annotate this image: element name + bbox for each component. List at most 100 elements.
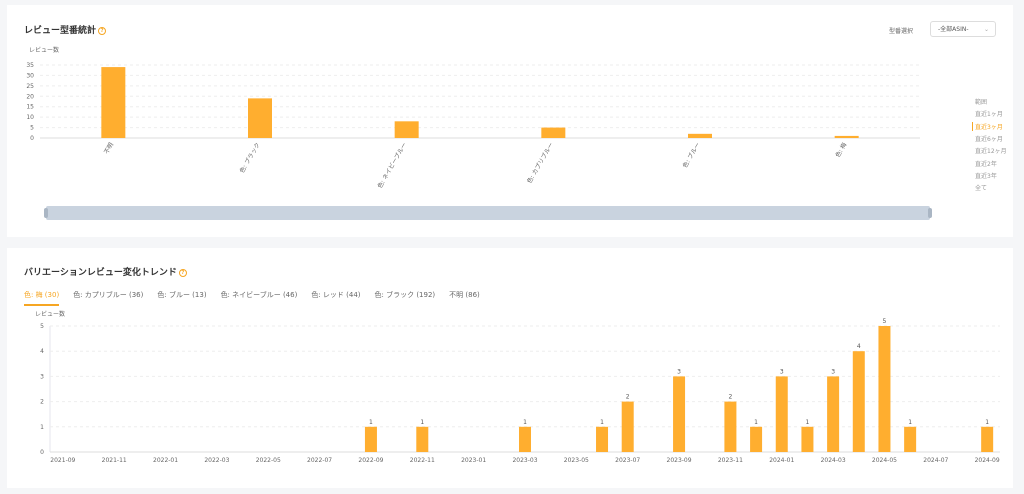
x-tick-label: 色: ブラック	[238, 141, 262, 174]
range-option[interactable]: 全て	[975, 185, 988, 193]
x-tick-label: 2023-03	[512, 457, 537, 464]
range-option[interactable]: 直近3年	[975, 172, 997, 180]
y-tick-label: 1	[40, 424, 44, 431]
slider-handle-left	[44, 208, 48, 218]
bar	[801, 426, 814, 452]
x-tick-label: 2022-03	[204, 457, 229, 464]
y-tick-label: 35	[26, 62, 34, 69]
bar	[904, 426, 917, 452]
y-tick-label: 20	[26, 93, 34, 100]
y-axis-label: レビュー数	[29, 46, 59, 54]
y-tick-label: 4	[40, 348, 44, 355]
bar	[724, 401, 737, 452]
x-tick-label: 不明	[103, 142, 115, 156]
variation-tab[interactable]: 色: カプリブルー (36)	[73, 291, 144, 299]
bar	[852, 351, 865, 452]
x-tick-label: 2023-07	[615, 457, 640, 464]
data-label: 1	[908, 419, 912, 426]
x-tick-label: 2022-09	[358, 457, 383, 464]
x-tick-label: 2024-05	[872, 457, 897, 464]
x-tick-label: 2021-11	[102, 457, 127, 464]
question-circle-icon[interactable]: ?	[98, 26, 107, 35]
variation-tab[interactable]: 不明 (86)	[449, 291, 480, 299]
data-label: 2	[728, 394, 732, 401]
x-tick-label: 2022-07	[307, 457, 332, 464]
y-tick-label: 25	[26, 83, 34, 90]
range-option[interactable]: 直近3ヶ月	[972, 121, 1003, 131]
title-text: バリエーションレビュー変化トレンド	[24, 268, 177, 278]
range-option[interactable]: 直近12ヶ月	[975, 148, 1007, 156]
data-label: 1	[600, 419, 604, 426]
y-tick-label: 5	[40, 323, 44, 330]
zoom-slider	[46, 206, 930, 220]
x-tick-label: 2023-09	[667, 457, 692, 464]
y-tick-label: 2	[40, 399, 44, 406]
variation-tabs: 色: 梅 (30) 色: カプリブルー (36) 色: ブルー (13) 色: ネイビ…	[24, 290, 480, 306]
variation-tab[interactable]: 色: ブルー (13)	[157, 291, 207, 299]
model-stats-card: レビュー型番統計? 型番選択 -全部ASIN- ⌄ 範囲直近1ヶ月直近3ヶ月直近6…	[7, 5, 1013, 237]
x-tick-label: 2021-09	[50, 457, 75, 464]
trend-bar-chart: レビュー数 0 1 2 3 4 5 2021-09 2021-11 2022-01 2022-03 2…	[35, 310, 1000, 464]
data-label: 1	[420, 419, 424, 426]
bar	[364, 426, 377, 452]
variation-tab[interactable]: 色: レッド (44)	[311, 291, 361, 299]
range-option[interactable]: 直近1ヶ月	[975, 111, 1003, 119]
y-tick-label: 5	[30, 125, 34, 132]
data-label: 4	[857, 343, 861, 350]
bar	[248, 98, 272, 138]
bar	[541, 127, 566, 138]
x-tick-label: 色: 梅	[834, 141, 849, 159]
trend-title: バリエーションレビュー変化トレンド?	[24, 265, 187, 278]
bar	[834, 135, 859, 138]
x-tick-label: 2023-05	[564, 457, 589, 464]
y-tick-label: 0	[30, 135, 34, 142]
data-label: 5	[883, 318, 887, 325]
title-text: レビュー型番統計	[24, 26, 97, 36]
x-tick-label: 2022-05	[256, 457, 281, 464]
x-tick-label: 2024-01	[769, 457, 794, 464]
x-tick-label: 2024-03	[821, 457, 846, 464]
y-tick-label: 3	[40, 373, 44, 380]
y-axis-label: レビュー数	[35, 310, 65, 318]
data-label: 1	[985, 419, 989, 426]
range-option[interactable]: 直近6ヶ月	[975, 135, 1003, 143]
data-label: 3	[780, 368, 784, 375]
bar	[775, 376, 788, 452]
model-stats-title: レビュー型番統計?	[24, 23, 107, 36]
y-tick-label: 0	[40, 449, 44, 456]
slider-handle-right	[928, 208, 932, 218]
data-label: 2	[626, 394, 630, 401]
range-option[interactable]: 直近2年	[975, 160, 997, 168]
bar	[621, 401, 634, 452]
question-circle-icon[interactable]: ?	[178, 268, 187, 277]
model-select[interactable]: -全部ASIN- ⌄	[930, 21, 996, 37]
bar	[416, 426, 429, 452]
x-tick-label: 2023-01	[461, 457, 486, 464]
bar	[981, 426, 994, 452]
bar	[750, 426, 763, 452]
variation-tab[interactable]: 色: ブラック (192)	[374, 291, 436, 299]
y-tick-label: 30	[26, 72, 34, 79]
x-tick-label: 2022-01	[153, 457, 178, 464]
data-label: 1	[369, 419, 373, 426]
bar	[673, 376, 686, 452]
x-tick-label: 色: ブルー	[681, 141, 702, 169]
data-label: 1	[806, 419, 810, 426]
x-tick-label: 2022-11	[410, 457, 435, 464]
model-select-label: 型番選択	[889, 28, 914, 35]
x-tick-label: 2023-11	[718, 457, 743, 464]
bar	[101, 67, 126, 138]
bar	[519, 426, 531, 452]
bar	[596, 426, 609, 452]
y-tick-label: 15	[26, 104, 34, 111]
bar	[878, 326, 891, 452]
bar	[827, 376, 840, 452]
y-tick-label: 10	[26, 114, 34, 121]
bar	[688, 133, 712, 138]
x-tick-label: 2024-09	[975, 457, 1000, 464]
bar	[394, 121, 419, 138]
variation-tab[interactable]: 色: ネイビーブルー (46)	[220, 291, 298, 299]
range-option: 範囲	[975, 99, 988, 106]
model-bar-chart: レビュー数 0 5 10 15 20 25 30 35 不明 色: ブラック 色: ネイビーブルー 色:…	[26, 46, 932, 220]
variation-tab[interactable]: 色: 梅 (30)	[24, 290, 60, 306]
